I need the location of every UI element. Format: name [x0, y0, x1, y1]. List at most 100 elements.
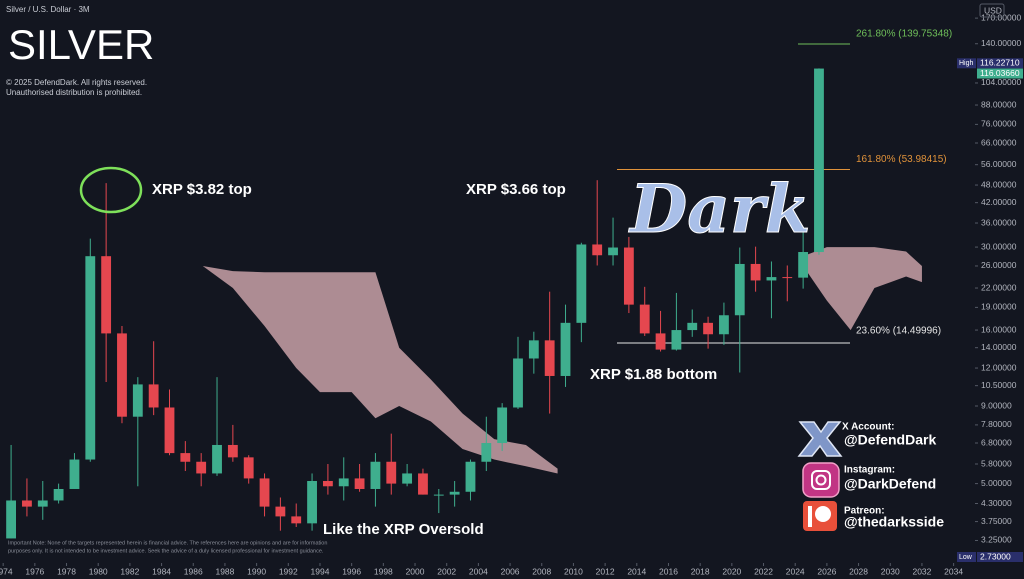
- y-tick-label: 5.00000: [981, 478, 1012, 488]
- candle-body: [243, 457, 254, 479]
- footnote: Important Note: None of the targets repr…: [8, 540, 327, 546]
- candle-body: [322, 480, 333, 487]
- candle-body: [513, 358, 523, 408]
- candle-body: [370, 461, 381, 489]
- x-tick-label: 1980: [89, 566, 108, 576]
- candle-body: [623, 247, 634, 305]
- fib-label: 161.80% (53.98415): [856, 154, 947, 165]
- x-tick-label: 2010: [564, 566, 583, 576]
- plot-area: 170.00000140.00000104.0000088.0000076.00…: [0, 12, 1021, 576]
- candle-body: [275, 506, 286, 517]
- x-tick-label: 2002: [437, 566, 456, 576]
- social-block: X Account: @DefendDark Instagram: @DarkD…: [797, 421, 944, 531]
- social-label: Instagram:: [844, 465, 895, 476]
- y-tick-label: 19.00000: [981, 302, 1017, 312]
- y-tick-label: 30.00000: [981, 241, 1017, 251]
- x-tick-label: 1994: [311, 566, 330, 576]
- social-handle: @DefendDark: [844, 432, 936, 448]
- candle-body: [53, 488, 64, 501]
- candle-body: [560, 322, 571, 376]
- candle-body: [608, 247, 618, 256]
- watermark: Dark: [628, 170, 811, 248]
- candle-body: [750, 263, 761, 281]
- price-tag-name-bg: [957, 552, 976, 562]
- x-tick-label: 1990: [247, 566, 266, 576]
- y-tick-label: 12.00000: [981, 362, 1017, 372]
- price-tag-label: 116.03660: [980, 68, 1020, 78]
- candle-body: [85, 256, 96, 460]
- candle-body: [734, 263, 745, 316]
- price-tag-label: 2.73000: [980, 551, 1011, 561]
- y-tick-label: 76.00000: [981, 119, 1017, 129]
- candle-body: [782, 277, 793, 279]
- candle-body: [259, 478, 270, 507]
- candle-body: [69, 459, 80, 489]
- candle-body: [132, 384, 143, 417]
- x-tick-label: 2030: [881, 566, 900, 576]
- x-tick-label: 2022: [754, 566, 773, 576]
- candle-body: [528, 340, 539, 359]
- currency: USD: [984, 5, 1002, 15]
- social-handle: @DarkDefend: [844, 476, 936, 492]
- copyright: © 2025 DefendDark. All rights reserved.: [6, 78, 147, 87]
- y-tick-label: 140.00000: [981, 38, 1021, 48]
- price-tag-name: Low: [959, 554, 973, 561]
- y-tick-label: 36.00000: [981, 217, 1017, 227]
- candle-body: [180, 453, 191, 462]
- x-tick-label: 2028: [849, 566, 868, 576]
- social-label: X Account:: [842, 422, 894, 433]
- instagram-icon: [802, 462, 840, 498]
- candle-body: [703, 322, 713, 335]
- y-tick-label: 56.00000: [981, 159, 1017, 169]
- x-tick-label: 1996: [342, 566, 361, 576]
- x-tick-label: 1976: [25, 566, 44, 576]
- fib-label: 23.60% (14.49996): [856, 326, 941, 337]
- annotation: XRP $3.82 top: [152, 181, 252, 198]
- candle-body: [639, 304, 650, 334]
- x-tick-label: 2032: [912, 566, 931, 576]
- copyright: Unauthorised distribution is prohibited.: [6, 88, 142, 97]
- y-tick-label: 88.00000: [981, 99, 1017, 109]
- candle-body: [338, 478, 349, 487]
- y-tick-label: 26.00000: [981, 260, 1017, 270]
- candle-body: [497, 407, 508, 444]
- currency-box[interactable]: [979, 3, 1005, 18]
- y-tick-label: 48.00000: [981, 179, 1017, 189]
- x-tick-label: 2012: [596, 566, 615, 576]
- candle-body: [117, 333, 127, 417]
- candle-body: [719, 315, 729, 335]
- fib-label: 261.80% (139.75348): [856, 29, 952, 40]
- x-tick-label: 1978: [57, 566, 76, 576]
- x-tick-label: 1992: [279, 566, 298, 576]
- cloud: [202, 265, 558, 474]
- candle-body: [544, 340, 555, 376]
- candle-body: [6, 500, 16, 539]
- y-tick-label: 3.75000: [981, 516, 1012, 526]
- y-tick-label: 16.00000: [981, 324, 1017, 334]
- candle-body: [576, 244, 587, 323]
- candle-body: [671, 330, 682, 350]
- candle-body: [766, 277, 777, 281]
- x-tick-label: 2026: [817, 566, 836, 576]
- price-tag: [977, 552, 1023, 562]
- annotation: XRP $1.88 bottom: [590, 366, 717, 383]
- x-tick-label: 2000: [406, 566, 425, 576]
- candle-body: [291, 516, 302, 524]
- y-tick-label: 66.00000: [981, 137, 1017, 147]
- x-tick-label: 1998: [374, 566, 393, 576]
- candle-body: [196, 461, 207, 474]
- patreon-icon-bar: [808, 506, 812, 527]
- y-tick-label: 22.00000: [981, 282, 1017, 292]
- candle-body: [164, 407, 175, 454]
- annotation: Like the XRP Oversold: [323, 521, 484, 538]
- patreon-icon-dot: [815, 506, 831, 522]
- candle-body: [798, 252, 809, 278]
- annotation: XRP $3.66 top: [466, 181, 566, 198]
- x-tick-label: 2024: [786, 566, 805, 576]
- x-tick-label: 1986: [184, 566, 203, 576]
- x-tick-label: 2016: [659, 566, 678, 576]
- price-tag-name-bg: [957, 58, 976, 69]
- candle-body: [433, 494, 444, 496]
- x-tick-label: 2004: [469, 566, 488, 576]
